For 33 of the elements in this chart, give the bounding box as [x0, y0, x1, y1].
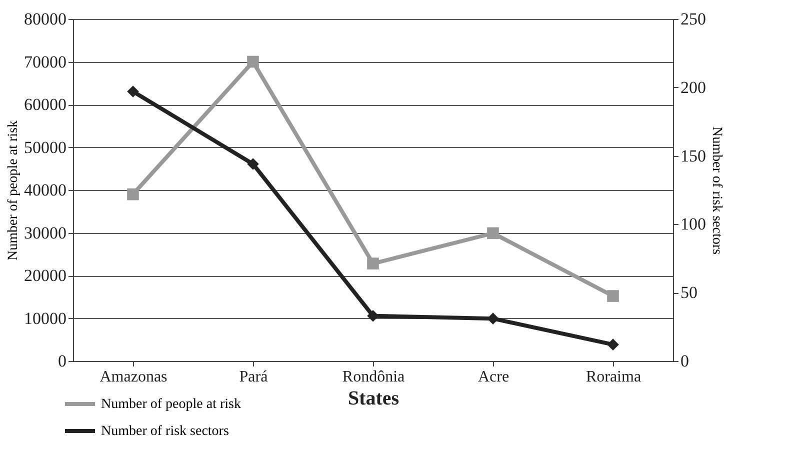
y-tick-label: 50000 [24, 138, 66, 157]
point [487, 227, 499, 240]
y-axis-title: Number of people at risk [6, 120, 21, 260]
x-tick-label: Roraima [586, 368, 642, 386]
y-tick-label: 30000 [24, 223, 66, 242]
y-tick-label: 20000 [24, 266, 66, 285]
point [247, 56, 259, 68]
y-tick-label: 10000 [24, 308, 66, 328]
x-axis-title: States [348, 388, 400, 410]
y2-tick-label: 150 [680, 146, 706, 166]
y-tick-label: 40000 [24, 180, 66, 200]
legend-label: Number of risk sectors [101, 424, 229, 439]
y2-tick-label: 200 [680, 78, 706, 97]
y2-axis-title: Number of risk sectors [709, 126, 724, 254]
y2-tick-label: 250 [680, 10, 706, 28]
point [607, 338, 619, 350]
y-tick-label: 0 [58, 352, 66, 370]
point [367, 258, 379, 270]
x-tick-label: Rondônia [342, 368, 405, 386]
y2-tick-label: 100 [680, 214, 706, 234]
x-tick-label: Acre [478, 368, 510, 386]
y-tick-label: 70000 [24, 52, 66, 72]
point [607, 290, 619, 302]
point [247, 158, 259, 170]
point [127, 86, 139, 98]
x-tick-label: Amazonas [100, 368, 168, 386]
y-tick-label: 60000 [24, 95, 66, 114]
y2-tick-label: 0 [680, 352, 689, 370]
y2-tick-label: 50 [680, 283, 698, 302]
y-tick-label: 80000 [24, 10, 66, 28]
legend-label: Number of people at risk [101, 397, 241, 412]
point [127, 188, 139, 200]
x-tick-label: Pará [239, 368, 268, 386]
